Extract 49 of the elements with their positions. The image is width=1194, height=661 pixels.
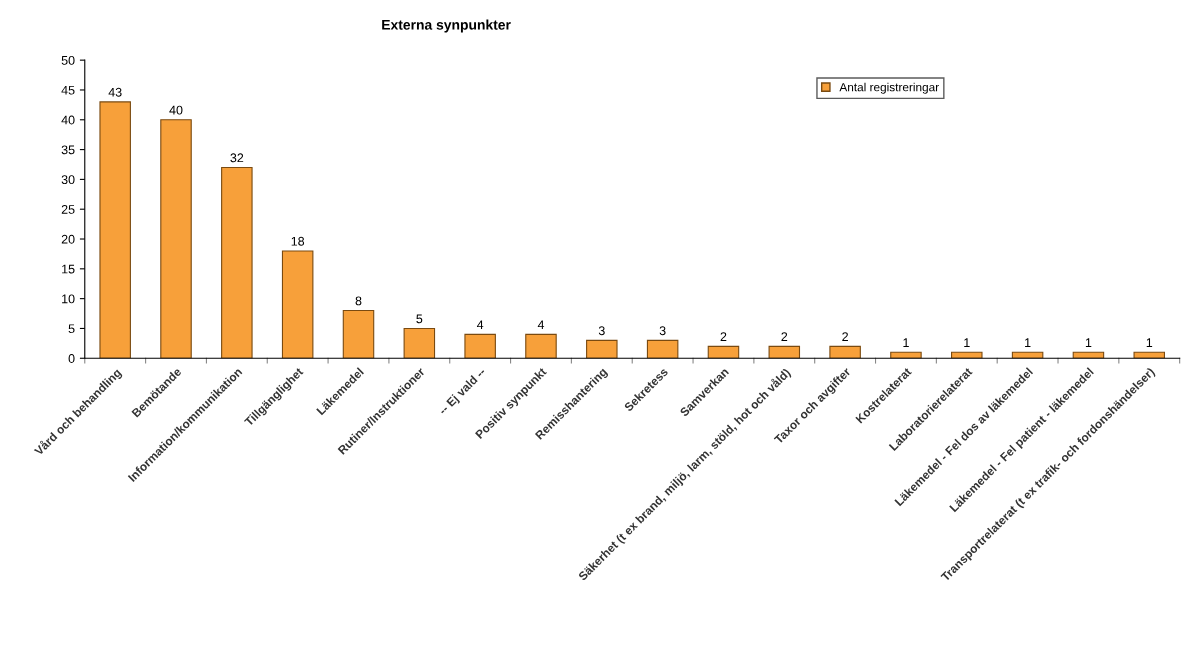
bar: [525, 333, 557, 359]
y-tick-label: 20: [61, 234, 75, 244]
y-tick-label: 45: [61, 85, 75, 95]
data-label: 1: [1085, 338, 1092, 347]
bar: [707, 345, 740, 359]
bar: [281, 250, 314, 359]
y-tick-label: 50: [61, 55, 75, 65]
data-label: 2: [720, 332, 727, 341]
y-tick-label: 15: [62, 264, 75, 274]
data-label: 4: [537, 320, 545, 330]
bar: [586, 339, 618, 359]
bar: [342, 310, 375, 359]
data-label: 2: [842, 332, 848, 341]
y-tick-label: 30: [61, 175, 75, 185]
data-label: 3: [659, 326, 666, 336]
bar: [951, 351, 983, 359]
data-label: 18: [291, 236, 305, 246]
bar: [160, 119, 192, 359]
data-label: 43: [108, 87, 122, 97]
bar: [890, 351, 922, 359]
data-label: 1: [1146, 338, 1153, 347]
bar: [646, 339, 679, 359]
y-tick-label: 5: [68, 324, 75, 334]
legend-label: Antal registreringar: [839, 82, 939, 94]
y-tick-label: 40: [61, 115, 75, 125]
data-label: 1: [964, 338, 970, 347]
data-label: 40: [169, 105, 183, 115]
bar: [768, 345, 801, 359]
y-tick-label: 25: [61, 205, 75, 214]
bar: [829, 345, 861, 359]
bar: [464, 333, 496, 359]
data-label: 3: [598, 326, 605, 336]
data-label: 4: [476, 320, 484, 330]
data-label: 1: [903, 338, 909, 347]
bar: [403, 327, 436, 359]
bar: [99, 101, 131, 359]
bar: [1072, 351, 1105, 359]
data-label: 1: [1025, 338, 1031, 347]
data-label: 32: [230, 153, 244, 163]
data-label: 8: [355, 296, 362, 306]
chart-title: Externa synpunkter: [382, 19, 511, 33]
bar: [1133, 351, 1166, 359]
y-tick-label: 10: [62, 294, 75, 304]
data-label: 5: [416, 314, 423, 324]
bar: [1011, 351, 1044, 359]
y-tick-label: 0: [68, 354, 75, 363]
data-label: 2: [781, 332, 788, 341]
y-tick-label: 35: [61, 145, 75, 155]
bar: [221, 166, 253, 359]
